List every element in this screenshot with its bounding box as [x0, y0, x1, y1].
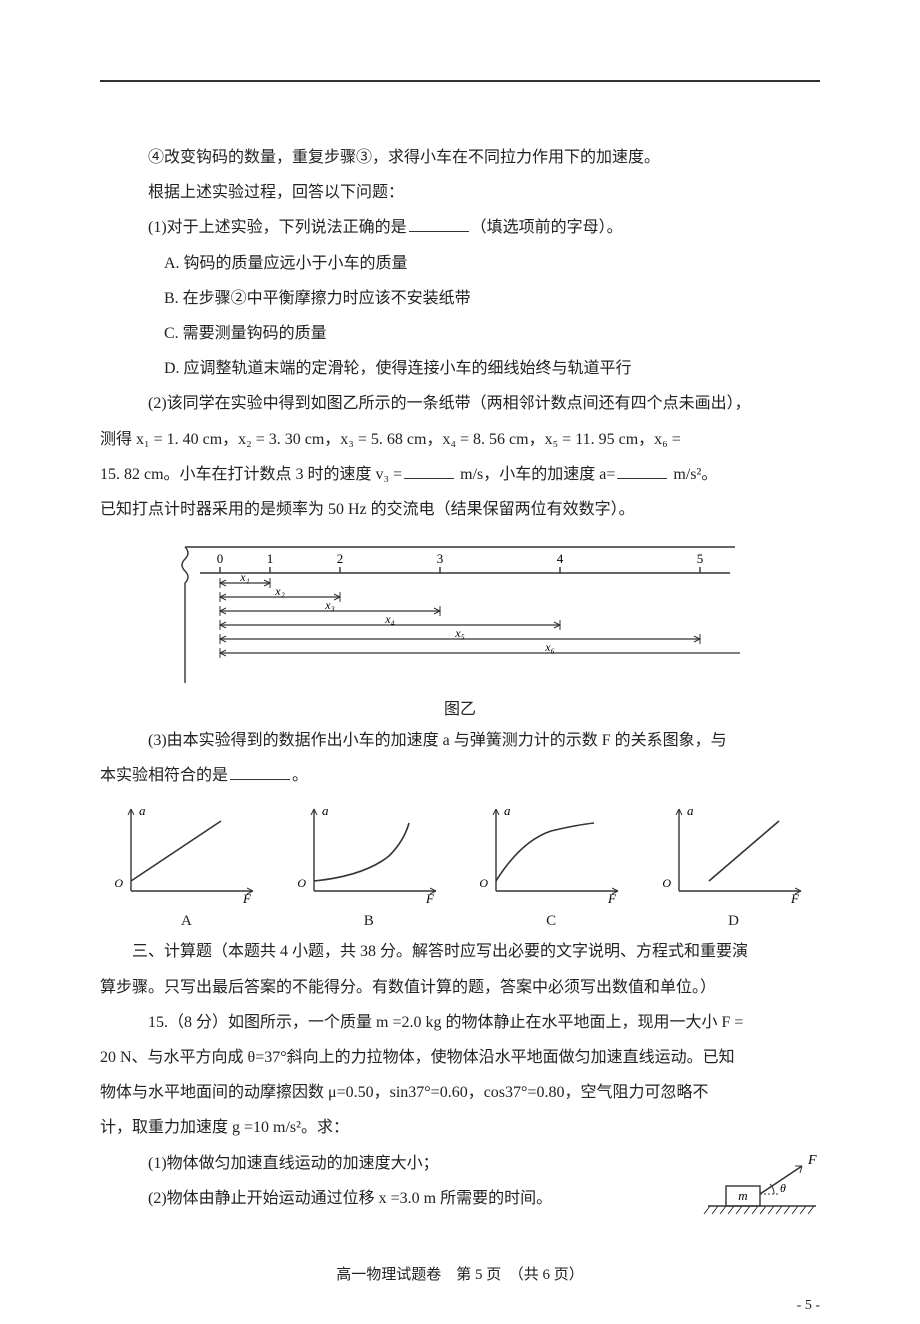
svg-text:x₄: x₄	[384, 612, 395, 626]
chart-b-label: B	[282, 913, 455, 930]
svg-text:F: F	[607, 891, 617, 906]
top-rule	[100, 80, 820, 82]
q3-b: 本实验相符合的是 。	[100, 760, 820, 791]
svg-text:F: F	[790, 891, 800, 906]
fig2-caption: 图乙	[100, 695, 820, 719]
chart-b: Oa FB	[282, 801, 455, 930]
svg-text:x₅: x₅	[454, 626, 465, 640]
svg-text:4: 4	[557, 551, 564, 566]
q2-line3: 15. 82 cm。小车在打计数点 3 时的速度 v₃ = m/s，小车的加速度…	[100, 459, 820, 490]
q2-line1: (2)该同学在实验中得到如图乙所示的一条纸带（两相邻计数点间还有四个点未画出），	[100, 388, 820, 419]
q15-figure: m Fθ	[700, 1148, 820, 1233]
svg-text:a: a	[687, 803, 694, 818]
q2-l3-a: 15. 82 cm。小车在打计数点 3 时的速度 v₃ =	[100, 466, 402, 483]
svg-text:O: O	[662, 876, 671, 890]
svg-text:x₆: x₆	[544, 640, 555, 654]
q15-l3: 物体与水平地面间的动摩擦因数 μ=0.50，sin37°=0.60，cos37°…	[100, 1077, 820, 1108]
q3-b-text: 本实验相符合的是	[100, 767, 228, 784]
q1-tail: （填选项前的字母）。	[471, 219, 623, 236]
q2-line2: 测得 x₁ = 1. 40 cm，x₂ = 3. 30 cm，x₃ = 5. 6…	[100, 424, 820, 455]
q15-l2: 20 N、与水平方向成 θ=37°斜向上的力拉物体，使物体沿水平地面做匀加速直线…	[100, 1042, 820, 1073]
chart-c: Oa FC	[465, 801, 638, 930]
chart-a: Oa FA	[100, 801, 273, 930]
q2-l3-c: m/s²。	[669, 466, 717, 483]
prompt-root: 根据上述实验过程，回答以下问题：	[100, 177, 820, 208]
q3-c: 。	[292, 767, 308, 784]
blank-v3	[404, 462, 454, 479]
blank-a	[617, 462, 667, 479]
blank-q1	[409, 215, 469, 232]
svg-text:O: O	[297, 876, 306, 890]
svg-text:3: 3	[437, 551, 444, 566]
q1-opt-a: A. 钩码的质量应远小于小车的质量	[100, 248, 820, 279]
q1-lead-text: (1)对于上述实验，下列说法正确的是	[148, 219, 407, 236]
q1-opt-c: C. 需要测量钩码的质量	[100, 318, 820, 349]
svg-text:a: a	[322, 803, 329, 818]
q3-a: (3)由本实验得到的数据作出小车的加速度 a 与弹簧测力计的示数 F 的关系图象…	[100, 725, 820, 756]
svg-text:a: a	[504, 803, 511, 818]
q1-opt-d: D. 应调整轨道末端的定滑轮，使得连接小车的细线始终与轨道平行	[100, 353, 820, 384]
svg-text:x₂: x₂	[274, 584, 285, 598]
q1-lead: (1)对于上述实验，下列说法正确的是 （填选项前的字母）。	[100, 212, 820, 243]
q2-l3-b: m/s，小车的加速度 a=	[456, 466, 615, 483]
svg-text:O: O	[480, 876, 489, 890]
q1-opt-b: B. 在步骤②中平衡摩擦力时应该不安装纸带	[100, 283, 820, 314]
svg-text:x₃: x₃	[324, 598, 335, 612]
footer: 高一物理试题卷 第 5 页 （共 6 页）	[100, 1263, 820, 1284]
svg-text:1: 1	[267, 551, 274, 566]
svg-text:2: 2	[337, 551, 344, 566]
chart-c-label: C	[465, 913, 638, 930]
svg-text:F: F	[242, 891, 252, 906]
svg-text:5: 5	[697, 551, 704, 566]
q15-l4: 计，取重力加速度 g =10 m/s²。求：	[100, 1112, 820, 1143]
chart-d: Oa FD	[647, 801, 820, 930]
pagenum: - 5 -	[797, 1298, 820, 1314]
svg-text:a: a	[139, 803, 146, 818]
page: ④改变钩码的数量，重复步骤③，求得小车在不同拉力作用下的加速度。 根据上述实验过…	[0, 0, 920, 1324]
tape-diagram: 0123456x₁x₂x₃x₄x₅x₆	[180, 537, 740, 687]
svg-text:O: O	[115, 876, 124, 890]
blank-q3	[230, 763, 290, 780]
svg-text:m: m	[738, 1188, 747, 1203]
svg-text:x₁: x₁	[239, 570, 250, 584]
q2-line4: 已知打点计时器采用的是频率为 50 Hz 的交流电（结果保留两位有效数字）。	[100, 494, 820, 525]
charts-row: OaFA OaFB OaFC OaFD	[100, 801, 820, 930]
section3-head-b: 算步骤。只写出最后答案的不能得分。有数值计算的题，答案中必须写出数值和单位。）	[100, 972, 820, 1003]
section3-head: 三、计算题（本题共 4 小题，共 38 分。解答时应写出必要的文字说明、方程式和…	[100, 936, 820, 967]
svg-text:F: F	[807, 1153, 817, 1168]
step-4: ④改变钩码的数量，重复步骤③，求得小车在不同拉力作用下的加速度。	[100, 142, 820, 173]
chart-d-label: D	[647, 913, 820, 930]
svg-text:F: F	[425, 891, 435, 906]
svg-text:0: 0	[217, 551, 224, 566]
svg-text:θ: θ	[780, 1181, 786, 1195]
chart-a-label: A	[100, 913, 273, 930]
q15-l1: 15.（8 分）如图所示，一个质量 m =2.0 kg 的物体静止在水平地面上，…	[100, 1007, 820, 1038]
